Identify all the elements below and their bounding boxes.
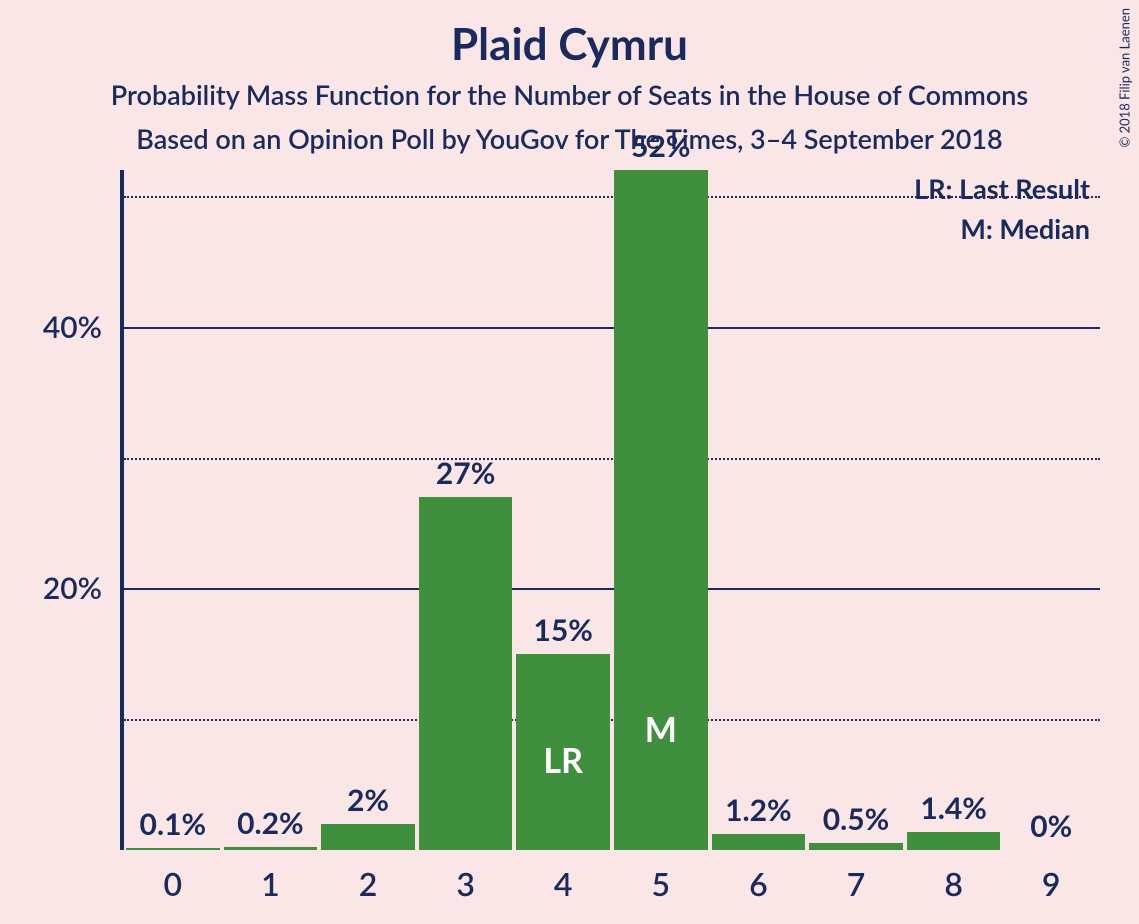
bar-slot: 1.2%6 [710, 170, 808, 850]
chart-canvas: Plaid Cymru Probability Mass Function fo… [0, 0, 1139, 924]
bar-value-label: 27% [436, 455, 495, 491]
bar-value-label: 0.5% [823, 801, 890, 837]
bar-value-label: 0.1% [140, 806, 207, 842]
chart-title: Plaid Cymru [0, 18, 1139, 70]
x-tick-label: 1 [261, 864, 280, 903]
bar: 1.2% [712, 834, 806, 850]
x-tick-label: 8 [944, 864, 963, 903]
y-tick-label: 20% [43, 570, 102, 606]
bar-slot: 15%LR4 [514, 170, 612, 850]
credit-text: © 2018 Filip van Laenen [1117, 8, 1133, 148]
bar-slot: 0.5%7 [807, 170, 905, 850]
x-tick-label: 4 [554, 864, 573, 903]
bar-slot: 0.2%1 [222, 170, 320, 850]
bar: 2% [321, 824, 415, 850]
bar-slot: 0%9 [1002, 170, 1100, 850]
bar-slot: 52%M5 [612, 170, 710, 850]
bar: 0.1% [126, 848, 220, 850]
x-tick-label: 5 [652, 864, 671, 903]
bar-value-label: 0% [1030, 808, 1072, 844]
legend-lr: LR: Last Result [914, 172, 1090, 205]
bar: 0.5% [809, 843, 903, 850]
plot-area: 20%40% 0.1%00.2%12%227%315%LR452%M51.2%6… [120, 170, 1100, 850]
bar-value-label: 1.2% [725, 792, 792, 828]
bar: 1.4% [907, 832, 1001, 850]
x-tick-label: 6 [749, 864, 768, 903]
bar: 0.2% [224, 847, 318, 850]
bar-slot: 0.1%0 [124, 170, 222, 850]
bar: 52%M [614, 170, 708, 850]
x-tick-label: 9 [1042, 864, 1061, 903]
chart-subtitle-2: Based on an Opinion Poll by YouGov for T… [0, 122, 1139, 155]
legend-m: M: Median [960, 212, 1090, 245]
chart-subtitle-1: Probability Mass Function for the Number… [0, 78, 1139, 111]
bar-slot: 27%3 [417, 170, 515, 850]
bar-value-label: 2% [347, 782, 389, 818]
bar-slot: 1.4%8 [905, 170, 1003, 850]
bar: 15%LR [516, 654, 610, 850]
bar-value-label: 15% [533, 612, 592, 648]
bar-value-label: 0.2% [237, 805, 304, 841]
y-tick-label: 40% [43, 309, 102, 345]
bar-annotation: M [645, 709, 677, 750]
x-tick-label: 7 [847, 864, 866, 903]
bar-value-label: 1.4% [920, 790, 987, 826]
bars-container: 0.1%00.2%12%227%315%LR452%M51.2%60.5%71.… [124, 170, 1100, 850]
bar: 27% [419, 497, 513, 850]
x-tick-label: 2 [359, 864, 378, 903]
bar-annotation: LR [543, 740, 583, 781]
x-tick-label: 3 [456, 864, 475, 903]
x-tick-label: 0 [164, 864, 183, 903]
bar-slot: 2%2 [319, 170, 417, 850]
bar-value-label: 52% [631, 128, 690, 164]
